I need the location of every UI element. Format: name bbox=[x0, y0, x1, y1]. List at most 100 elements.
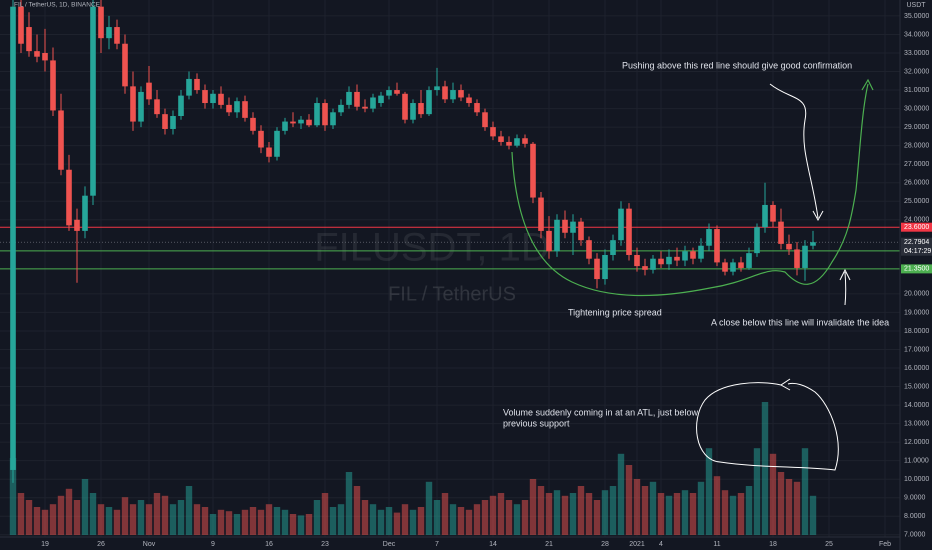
x-tick-label: 18 bbox=[769, 541, 777, 548]
volume-bar bbox=[425, 481, 433, 535]
volume-loop bbox=[696, 382, 839, 471]
candle-body bbox=[298, 119, 304, 124]
candle-body bbox=[106, 27, 112, 39]
volume-bar bbox=[433, 500, 441, 535]
candle-body bbox=[322, 103, 328, 126]
candle-body bbox=[802, 245, 808, 268]
volume-bar bbox=[217, 509, 225, 535]
chart-title: FIL / TetherUS, 1D, BINANCE bbox=[14, 2, 101, 9]
candle-body bbox=[394, 90, 400, 94]
volume-bar bbox=[785, 479, 793, 535]
candle-body bbox=[578, 221, 584, 241]
candle-body bbox=[154, 99, 160, 115]
candle-body bbox=[570, 221, 576, 233]
volume-bar bbox=[25, 500, 33, 535]
volume-bar bbox=[209, 514, 217, 535]
y-tick-label: 16.0000 bbox=[904, 365, 929, 372]
volume-bar bbox=[257, 509, 265, 535]
volume-bar bbox=[537, 486, 545, 535]
candle-body bbox=[666, 256, 672, 265]
volume-bar bbox=[265, 504, 273, 535]
candle-body bbox=[674, 256, 680, 261]
volume-bar bbox=[185, 486, 193, 535]
volume-bar bbox=[297, 515, 305, 535]
volume-bar bbox=[457, 507, 465, 535]
volume-bar bbox=[769, 453, 777, 535]
candle-body bbox=[386, 90, 392, 96]
volume-bar bbox=[505, 500, 513, 535]
volume-bar bbox=[745, 486, 753, 535]
y-tick-label: 19.0000 bbox=[904, 309, 929, 316]
candle-body bbox=[194, 78, 200, 91]
candle-body bbox=[450, 90, 456, 100]
volume-bar bbox=[545, 493, 553, 535]
volume-bar bbox=[465, 509, 473, 535]
candle-body bbox=[594, 258, 600, 280]
candle-body bbox=[442, 86, 448, 100]
candle-body bbox=[730, 262, 736, 272]
volume-bar bbox=[41, 509, 49, 535]
volume-bar bbox=[57, 495, 65, 535]
y-tick-label: 31.0000 bbox=[904, 87, 929, 94]
candle-body bbox=[186, 78, 192, 96]
volume-bar bbox=[561, 495, 569, 535]
y-tick-label: 26.0000 bbox=[904, 180, 929, 187]
candle-body bbox=[258, 130, 264, 148]
y-tick-label: 27.0000 bbox=[904, 161, 929, 168]
candle-body bbox=[314, 103, 320, 126]
x-tick-label: 26 bbox=[97, 541, 105, 548]
x-tick-label: 7 bbox=[435, 541, 439, 548]
volume-bar bbox=[441, 493, 449, 535]
volume-bar bbox=[793, 481, 801, 535]
candle-body bbox=[34, 51, 40, 57]
y-tick-label: 7.0000 bbox=[904, 532, 926, 539]
candle-body bbox=[74, 219, 80, 231]
candle-body bbox=[290, 121, 296, 124]
y-tick-label: 20.0000 bbox=[904, 291, 929, 298]
volume-bar bbox=[497, 493, 505, 535]
white-arrowhead bbox=[812, 210, 824, 222]
annotation: Volume suddenly coming in at an ATL, jus… bbox=[503, 407, 698, 417]
volume-bar bbox=[673, 493, 681, 535]
volume-bar bbox=[225, 511, 233, 535]
candle-body bbox=[66, 169, 72, 226]
price-tag-label: 23.6000 bbox=[904, 224, 929, 231]
x-tick-label: 28 bbox=[601, 541, 609, 548]
white-arrow-down bbox=[769, 83, 819, 219]
volume-bar bbox=[401, 504, 409, 535]
volume-bar bbox=[713, 476, 721, 535]
candle-body bbox=[10, 6, 16, 470]
candle-body bbox=[554, 219, 560, 252]
volume-bar bbox=[321, 493, 329, 535]
candle-body bbox=[722, 262, 728, 272]
y-tick-label: 30.0000 bbox=[904, 105, 929, 112]
candles bbox=[10, 0, 816, 483]
candle-body bbox=[610, 240, 616, 255]
volume-bar bbox=[593, 500, 601, 535]
volume-bar bbox=[169, 504, 177, 535]
candle-body bbox=[82, 195, 88, 231]
volume-bar bbox=[329, 507, 337, 535]
candle-body bbox=[26, 27, 32, 52]
y-tick-label: 11.0000 bbox=[904, 458, 929, 465]
volume-bar bbox=[161, 495, 169, 535]
x-tick-label: 23 bbox=[321, 541, 329, 548]
volume-bar bbox=[649, 481, 657, 535]
x-tick-label: 19 bbox=[41, 541, 49, 548]
x-tick-label: 14 bbox=[489, 541, 497, 548]
volume-bar bbox=[681, 490, 689, 535]
candle-body bbox=[458, 90, 464, 98]
volume-bar bbox=[73, 500, 81, 535]
volume-bar bbox=[121, 497, 129, 535]
volume-bar bbox=[369, 504, 377, 535]
candle-body bbox=[522, 138, 528, 144]
volume-bar bbox=[809, 495, 817, 535]
candle-body bbox=[642, 266, 648, 270]
candle-body bbox=[498, 136, 504, 142]
candle-body bbox=[242, 101, 248, 118]
volume-bar bbox=[105, 507, 113, 535]
candle-body bbox=[586, 240, 592, 259]
volume-bar bbox=[665, 495, 673, 535]
y-tick-label: 33.0000 bbox=[904, 50, 929, 57]
volume-bar bbox=[65, 488, 73, 535]
